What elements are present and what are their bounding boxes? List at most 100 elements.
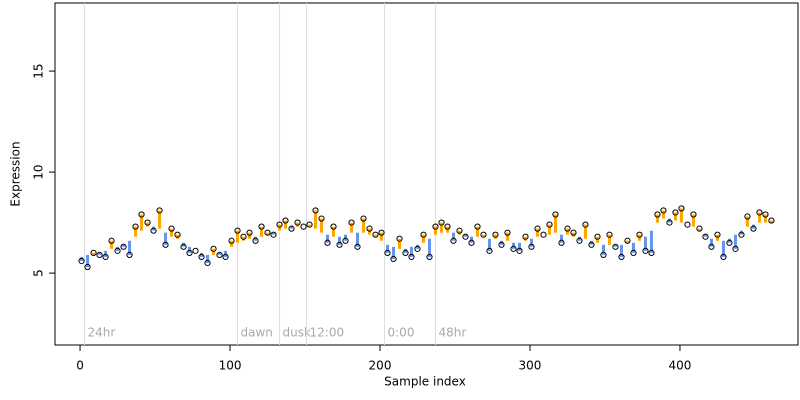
point [138, 211, 145, 218]
point [144, 219, 151, 226]
annotation: dawn [241, 326, 273, 340]
x-tick-label: 400 [669, 359, 692, 373]
annotation: dusk [283, 326, 311, 340]
point [408, 253, 415, 261]
point [378, 229, 385, 236]
point [330, 223, 337, 230]
plot-frame [54, 2, 799, 346]
point [180, 243, 187, 250]
point [90, 249, 97, 256]
point [648, 249, 655, 256]
point [516, 247, 523, 254]
y-tick-label: 15 [32, 63, 46, 78]
annotation: 48hr [438, 326, 466, 340]
point [132, 223, 139, 230]
point [666, 219, 673, 226]
point [96, 251, 103, 259]
point [582, 221, 589, 228]
x-tick-label: 200 [369, 359, 392, 373]
point [336, 241, 343, 248]
point [84, 263, 91, 271]
point [168, 225, 175, 232]
point [726, 239, 733, 246]
point [558, 239, 565, 246]
point [552, 211, 559, 218]
point [624, 237, 631, 244]
point [306, 221, 313, 228]
point [450, 237, 457, 244]
point [564, 225, 571, 232]
point [750, 225, 757, 232]
point [642, 247, 649, 254]
point [414, 245, 421, 252]
point [420, 231, 427, 238]
point [342, 237, 349, 244]
point [492, 231, 499, 238]
point [684, 221, 691, 228]
point [654, 211, 661, 218]
point [318, 215, 325, 222]
point [294, 219, 301, 226]
point [438, 219, 445, 226]
point [474, 223, 481, 230]
point [366, 225, 373, 232]
point [636, 231, 643, 238]
point [276, 221, 283, 228]
y-tick-label: 10 [32, 164, 46, 179]
point [402, 249, 409, 256]
point [324, 239, 331, 246]
point [354, 243, 361, 250]
point [186, 249, 193, 256]
point [696, 225, 703, 232]
point [456, 227, 463, 234]
point [510, 245, 517, 252]
x-axis-label: Sample index [384, 375, 466, 389]
y-axis-label: Expression [9, 141, 23, 206]
point [258, 223, 265, 230]
point [744, 213, 751, 220]
point [78, 257, 85, 265]
point [234, 227, 241, 234]
point [546, 221, 553, 228]
annotation: 0:00 [388, 326, 415, 340]
x-tick-label: 300 [519, 359, 542, 373]
point [288, 225, 295, 232]
point [252, 237, 259, 244]
point [540, 231, 547, 238]
point [486, 247, 493, 254]
point [570, 229, 577, 236]
point [606, 231, 613, 238]
point [126, 251, 133, 259]
point [660, 207, 667, 214]
point [600, 251, 607, 259]
point [396, 235, 403, 242]
point [720, 253, 727, 261]
point [588, 241, 595, 248]
point [204, 259, 211, 267]
point [534, 225, 541, 232]
point [444, 223, 451, 230]
point [768, 217, 775, 224]
point [690, 211, 697, 218]
point [312, 207, 319, 214]
point [120, 243, 127, 250]
point [576, 237, 583, 244]
point [174, 231, 181, 238]
point [222, 253, 229, 261]
point [300, 223, 307, 230]
point [264, 229, 271, 236]
y-tick-label: 5 [32, 269, 46, 277]
point [702, 233, 709, 240]
point [738, 231, 745, 238]
point [618, 253, 625, 261]
point [708, 243, 715, 250]
point [630, 249, 637, 256]
point [150, 227, 157, 234]
x-tick-label: 100 [219, 359, 242, 373]
point [102, 253, 109, 261]
point [108, 237, 115, 244]
point [498, 241, 505, 248]
annotation: 24hr [88, 326, 116, 340]
point [432, 223, 439, 230]
